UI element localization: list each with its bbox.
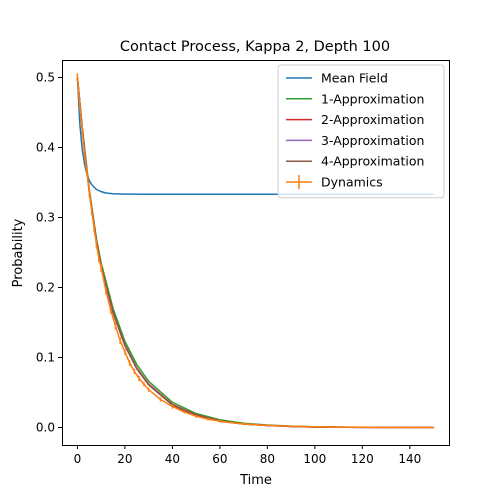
- x-axis-label: Time: [239, 473, 272, 488]
- legend-label: 2-Approximation: [321, 112, 424, 127]
- legend-label: 4-Approximation: [321, 154, 424, 169]
- legend-item: Dynamics: [286, 175, 383, 190]
- series-layer: [76, 73, 435, 429]
- legend-label: 3-Approximation: [321, 133, 424, 148]
- x-tick-label: 120: [351, 452, 374, 466]
- x-tick-label: 60: [212, 452, 227, 466]
- legend-item: 4-Approximation: [286, 154, 424, 169]
- legend-item: 3-Approximation: [286, 133, 424, 148]
- legend-box: [277, 64, 445, 199]
- x-tick-label: 140: [398, 452, 421, 466]
- chart-title: Contact Process, Kappa 2, Depth 100: [120, 39, 390, 55]
- y-tick-label: 0.3: [36, 211, 55, 225]
- y-tick-label: 0.5: [36, 71, 55, 85]
- x-tick-label: 100: [303, 452, 326, 466]
- legend-label: Mean Field: [321, 71, 388, 86]
- legend-item: 2-Approximation: [286, 112, 424, 127]
- legend: Mean Field 1-Approximation 2-Approximation…: [277, 64, 445, 199]
- series-mean-field: [76, 77, 434, 195]
- x-tick-label: 20: [117, 452, 132, 466]
- y-tick-label: 0.2: [36, 281, 55, 295]
- y-axis-label: Probability: [11, 218, 26, 287]
- series-line: [76, 77, 434, 195]
- plot-frame: [62, 60, 450, 446]
- legend-item: 1-Approximation: [286, 91, 424, 106]
- y-tick-label: 0.1: [36, 351, 55, 365]
- x-axis: 0 20 40 60 80 100 120 140: [74, 445, 421, 466]
- y-axis: 0.0 0.1 0.2 0.3 0.4 0.5: [36, 71, 62, 435]
- y-tick-label: 0.4: [36, 141, 55, 155]
- x-tick-label: 80: [260, 452, 275, 466]
- series-dynamics: [76, 73, 435, 429]
- y-tick-label: 0.0: [36, 421, 55, 435]
- legend-item: Mean Field: [286, 71, 388, 86]
- x-tick-label: 0: [74, 452, 82, 466]
- series-line: [76, 77, 434, 429]
- legend-label: 1-Approximation: [321, 91, 424, 106]
- legend-label: Dynamics: [321, 175, 383, 190]
- x-tick-label: 40: [165, 452, 180, 466]
